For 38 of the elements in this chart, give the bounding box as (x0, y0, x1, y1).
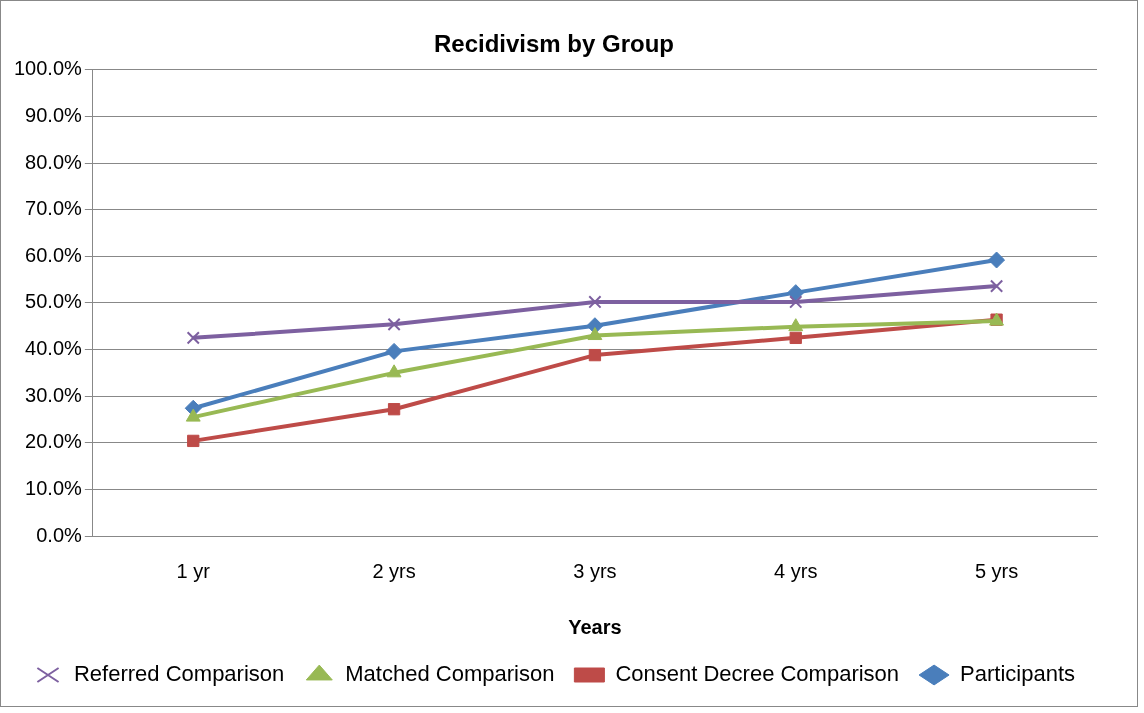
y-tick-label: 100.0% (13, 57, 83, 80)
point (588, 348, 602, 362)
point (386, 364, 402, 378)
x-tick-label: 1 yr (176, 559, 211, 582)
y-tick-label: 70.0% (25, 197, 83, 220)
y-tick-label: 0.0% (36, 523, 83, 546)
y-tick-label: 30.0% (25, 383, 83, 406)
y-tick-label: 90.0% (25, 103, 83, 126)
point (187, 434, 200, 448)
point (385, 342, 403, 360)
point (789, 331, 802, 345)
y-tick-label: 40.0% (25, 337, 83, 360)
point (587, 327, 603, 341)
legend-label: Participants (960, 661, 1076, 687)
y-tick-label: 80.0% (25, 150, 83, 173)
point (989, 279, 1004, 293)
x-tick-label: 2 yrs (372, 559, 416, 582)
x-tick-label: 3 yrs (573, 559, 617, 582)
point (788, 318, 804, 332)
point (588, 295, 602, 309)
legend-label: Consent Decree Comparison (615, 661, 900, 687)
y-tick-label: 50.0% (25, 290, 83, 313)
x-axis-title: Years (568, 615, 622, 638)
x-tick-label: 4 yrs (774, 559, 818, 582)
point (387, 403, 401, 416)
point (787, 284, 805, 302)
point (789, 295, 803, 309)
point (387, 317, 401, 331)
point (988, 251, 1006, 269)
y-tick-label: 20.0% (25, 430, 83, 453)
point (185, 408, 201, 422)
legend-label: Referred Comparison (73, 661, 285, 687)
y-tick-label: 60.0% (25, 243, 83, 266)
point (186, 331, 200, 345)
chart-title: Recidivism by Group (433, 30, 675, 58)
y-tick-label: 10.0% (25, 476, 83, 499)
x-tick-label: 5 yrs (974, 559, 1019, 582)
legend-label: Matched Comparison (345, 661, 555, 687)
